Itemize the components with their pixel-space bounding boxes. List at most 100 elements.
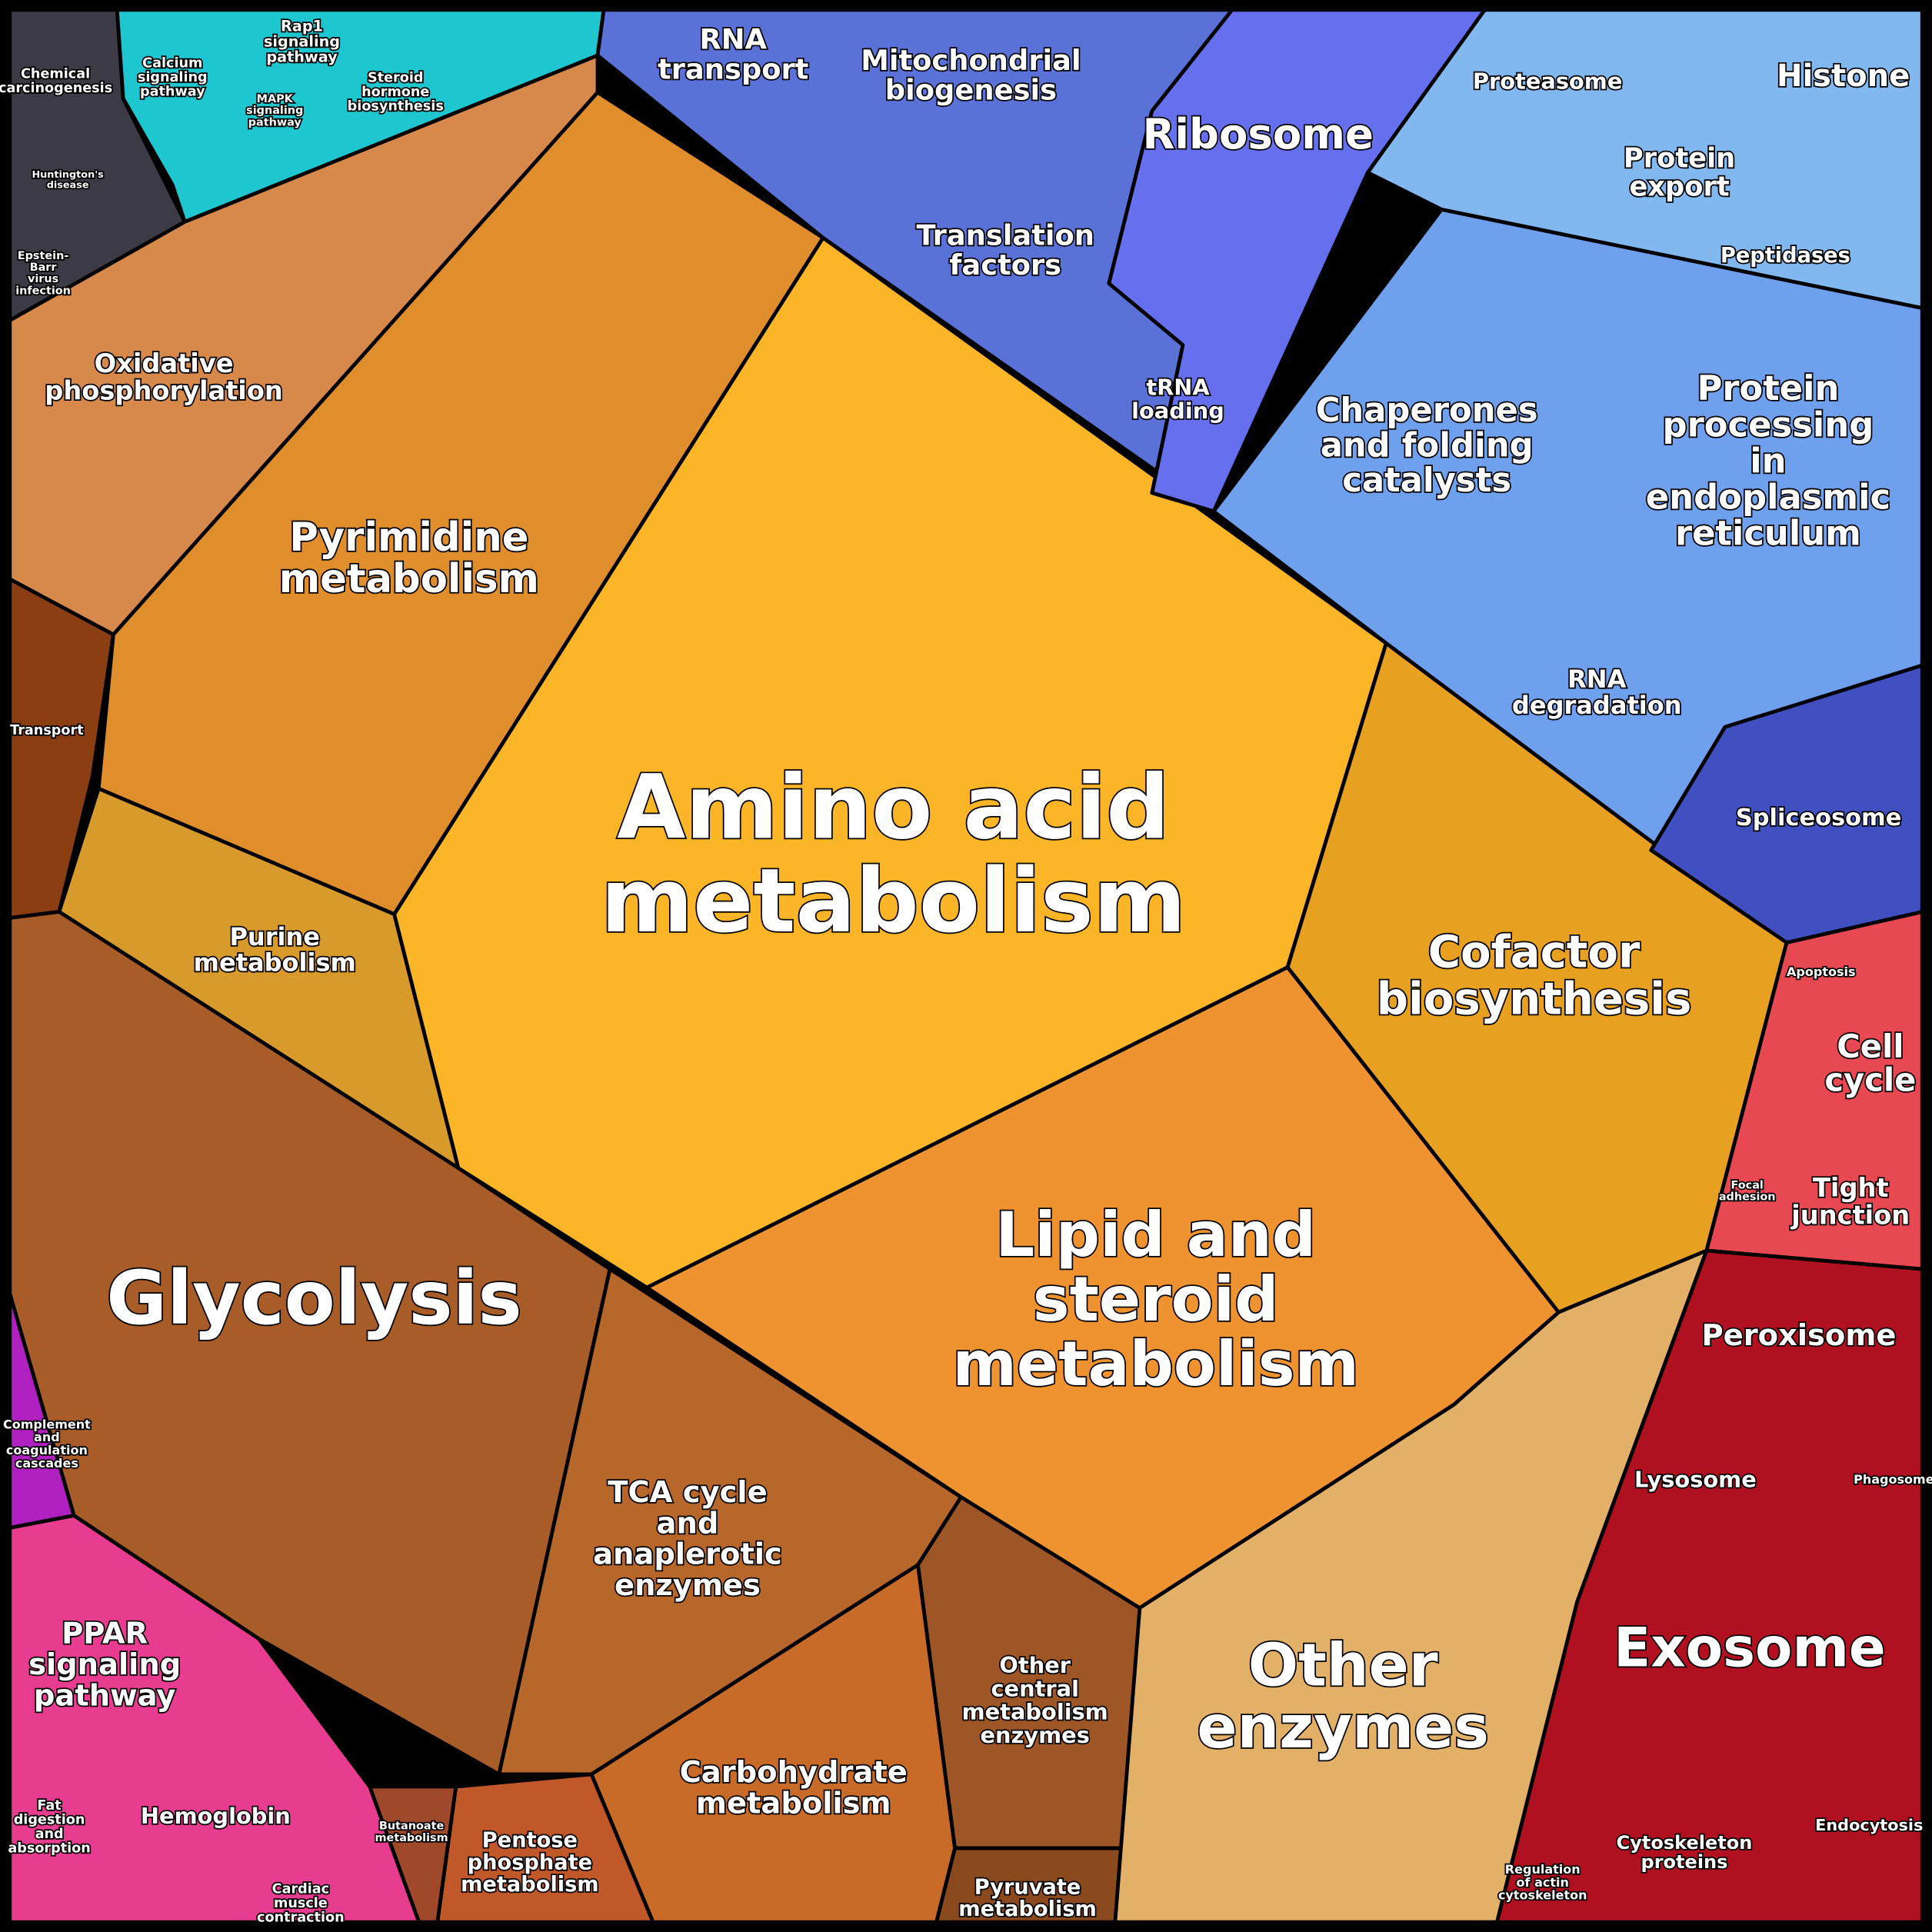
label-line: contraction (257, 1910, 345, 1926)
label-line: Glycolysis (106, 1255, 521, 1341)
label-line: junction (1790, 1200, 1910, 1230)
label-line: Peptidases (1720, 244, 1850, 268)
label-line: biosynthesis (1377, 972, 1692, 1024)
label-line: Peroxisome (1701, 1318, 1896, 1353)
label-line: RNA (1567, 665, 1626, 694)
region-label: Exosome (1614, 1616, 1886, 1679)
label-line: PPAR (62, 1616, 148, 1651)
label-line: proteins (1641, 1851, 1728, 1873)
cell (8, 8, 187, 322)
label-line: adhesion (1719, 1191, 1776, 1204)
region-label: Fat digestion and absorption (8, 1798, 90, 1857)
label-line: Translation (917, 218, 1094, 251)
region-label: Proteasome (1473, 68, 1622, 94)
label-line: Complement (3, 1417, 91, 1431)
region-label: Chemical carcinogenesis (0, 66, 112, 96)
label-line: Calcium (142, 55, 202, 71)
label-line: Epstein- (18, 250, 69, 262)
label-line: signaling (138, 70, 208, 85)
region-label: Transport (10, 723, 84, 738)
label-line: export (1629, 171, 1729, 202)
region-label: Peroxisome (1701, 1318, 1896, 1353)
label-line: Pyrimidine (289, 515, 528, 561)
label-line: phosphorylation (45, 375, 283, 405)
region-label: Other central metabolism enzymes (962, 1652, 1108, 1748)
label-line: Pyruvate (974, 1875, 1081, 1899)
label-line: signaling (246, 105, 303, 117)
cell (8, 577, 115, 920)
label-line: pathway (248, 116, 302, 128)
region-label: Ribosome (1142, 109, 1373, 158)
label-line: cycle (1824, 1061, 1916, 1099)
label-line: Pentose (482, 1828, 578, 1852)
region-label: Rap1 signaling pathway (264, 17, 340, 65)
label-line: endoplasmic (1646, 476, 1890, 517)
label-line: metabolism (194, 948, 356, 978)
label-line: processing (1663, 404, 1874, 445)
label-line: catalysts (1342, 461, 1511, 499)
label-line: Endocytosis (1815, 1816, 1923, 1834)
region-label: PPAR signaling pathway (28, 1616, 181, 1713)
label-line: central (991, 1675, 1079, 1701)
label-line: steroid (1033, 1264, 1279, 1335)
label-line: reticulum (1675, 513, 1861, 554)
region-label: Steroid hormone biosynthesis (348, 71, 444, 115)
label-line: Regulation (1505, 1862, 1581, 1877)
label-line: Protein (1697, 368, 1839, 408)
label-line: Lysosome (1634, 1467, 1757, 1493)
cell (1107, 8, 1487, 514)
region-label: Cardiac muscle contraction (257, 1882, 345, 1926)
region-label: Pyrimidine metabolism (279, 515, 539, 602)
label-line: metabolism (461, 1872, 599, 1896)
label-line: and (34, 1430, 60, 1444)
label-line: factors (949, 248, 1061, 281)
label-line: pathway (266, 48, 338, 65)
label-line: Apoptosis (1787, 964, 1856, 979)
label-line: enzymes (981, 1722, 1090, 1748)
label-line: Oxidative (95, 348, 234, 378)
region-label: Lipid and steroid metabolism (952, 1199, 1359, 1400)
label-line: Hemoglobin (141, 1803, 291, 1829)
label-line: signaling (264, 32, 340, 50)
label-line: metabolism (962, 1699, 1108, 1725)
label-line: Cardiac (272, 1882, 329, 1897)
region-label: TCA cycle and anaplerotic enzymes (593, 1474, 782, 1602)
label-line: Steroid (368, 71, 423, 86)
region-label: Carbohydrate metabolism (680, 1754, 908, 1820)
label-line: Cofactor (1428, 925, 1641, 978)
label-line: muscle (274, 1896, 328, 1911)
region-label: Mitochondrial biogenesis (861, 43, 1081, 106)
label-line: pathway (34, 1678, 176, 1713)
label-line: Histone (1777, 58, 1910, 94)
label-line: Cytoskeleton (1617, 1832, 1753, 1854)
region-label: Pyruvate metabolism (958, 1875, 1097, 1921)
label-line: metabolism (952, 1328, 1359, 1400)
region-label: Protein export (1624, 142, 1735, 202)
label-line: infection (15, 285, 71, 297)
region-label: Pentose phosphate metabolism (461, 1828, 599, 1896)
label-line: Other (1248, 1631, 1438, 1700)
region-label: Tight junction (1790, 1172, 1910, 1229)
label-line: Purine (229, 922, 320, 951)
region-label: Oxidative phosphorylation (45, 348, 283, 405)
label-line: carcinogenesis (0, 81, 112, 96)
label-line: phosphate (468, 1850, 592, 1874)
label-line: Tight (1813, 1172, 1889, 1202)
label-line: Huntington's (32, 169, 104, 181)
label-line: and (657, 1506, 719, 1541)
region-label: Translation factors (917, 218, 1094, 281)
label-line: biogenesis (885, 73, 1057, 106)
label-line: loading (1131, 398, 1224, 424)
label-line: tRNA (1146, 375, 1210, 401)
label-line: Lipid and (995, 1199, 1316, 1271)
label-line: transport (658, 52, 808, 85)
region-label: RNA degradation (1512, 665, 1682, 720)
label-line: hormone (361, 85, 429, 100)
label-line: and (35, 1827, 64, 1842)
cell (8, 1514, 421, 1924)
label-line: metabolism (601, 850, 1186, 953)
label-line: Rap1 (281, 17, 323, 35)
region-label: Histone (1777, 58, 1910, 94)
